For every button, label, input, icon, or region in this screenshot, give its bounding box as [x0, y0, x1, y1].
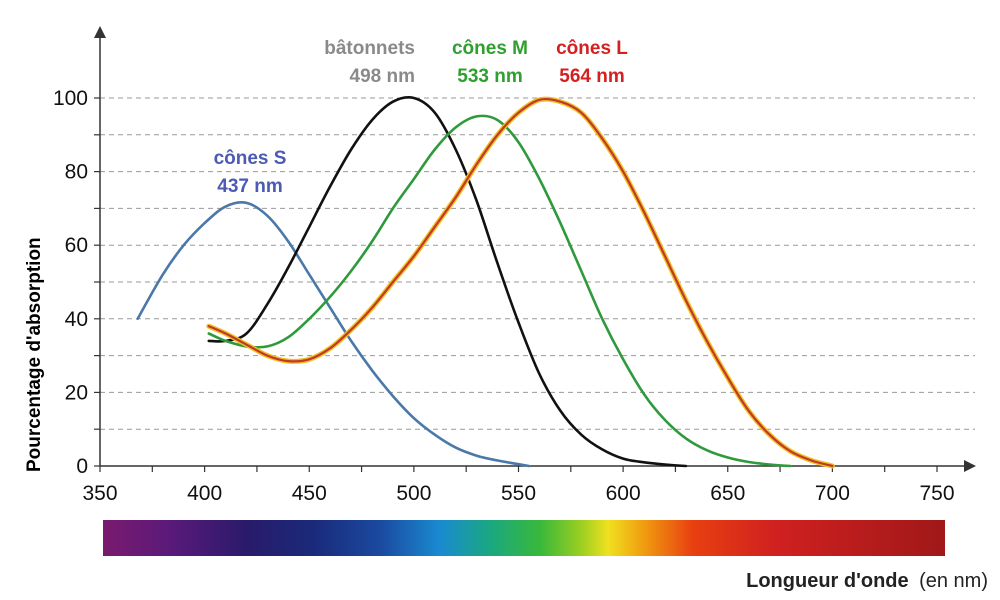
- x-tick-label: 500: [396, 482, 431, 505]
- x-tick-label: 650: [710, 482, 745, 505]
- gridlines: [100, 97, 975, 430]
- x-tick-label: 550: [501, 482, 536, 505]
- y-ticks: 0 20 40 60 80 100: [53, 87, 100, 478]
- x-tick-label: 400: [187, 482, 222, 505]
- x-tick-label: 600: [606, 482, 641, 505]
- series-cones-s: [136, 201, 531, 468]
- x-axis-title-unit: (en nm): [919, 570, 988, 592]
- label-batonnets-peak: 498 nm: [350, 66, 415, 87]
- x-axis-title: Longueur d'onde (en nm): [746, 570, 988, 592]
- label-batonnets-name: bâtonnets: [324, 38, 415, 59]
- x-axis-title-main: Longueur d'onde: [746, 570, 909, 592]
- x-tick-label: 700: [815, 482, 850, 505]
- y-tick-label: 0: [76, 455, 88, 478]
- y-tick-label: 80: [65, 161, 88, 184]
- spectrum-bar: [103, 520, 945, 556]
- x-tick-label: 350: [82, 482, 117, 505]
- y-tick-label: 20: [65, 381, 88, 404]
- y-axis-label: Pourcentage d'absorption: [24, 237, 45, 472]
- label-cones-l-peak: 564 nm: [559, 66, 624, 87]
- y-tick-label: 100: [53, 87, 88, 110]
- series-lines: [136, 95, 835, 469]
- label-cones-s-peak: 437 nm: [217, 176, 282, 197]
- label-cones-s-name: cônes S: [214, 148, 287, 169]
- y-tick-label: 40: [65, 308, 88, 331]
- series-cones-l: [207, 97, 834, 468]
- label-cones-l-name: cônes L: [556, 38, 628, 59]
- series-batonnets: [207, 95, 688, 468]
- series-cones-m: [207, 114, 792, 468]
- label-cones-m-name: cônes M: [452, 38, 528, 59]
- label-cones-m-peak: 533 nm: [457, 66, 522, 87]
- x-tick-label: 450: [292, 482, 327, 505]
- x-ticks: 350 400 450 500 550 600 650 700 750: [82, 466, 955, 505]
- y-tick-label: 60: [65, 234, 88, 257]
- x-tick-label: 750: [919, 482, 954, 505]
